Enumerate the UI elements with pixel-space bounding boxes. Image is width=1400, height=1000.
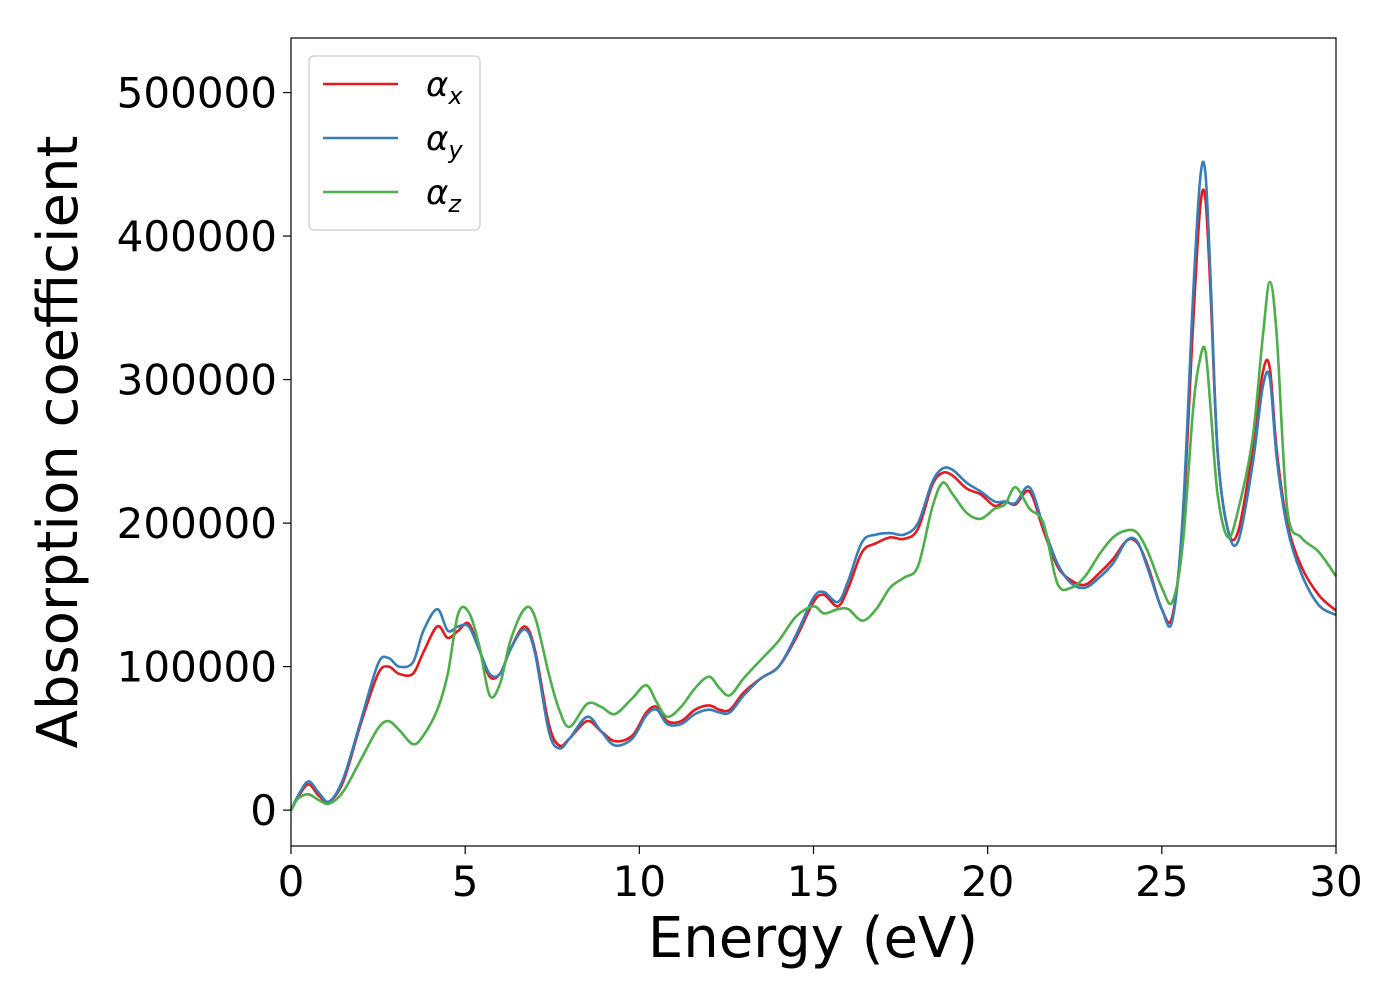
legend: αx αy αz bbox=[308, 55, 481, 231]
series-line-alpha-x bbox=[289, 188, 1337, 811]
x-tick-label: 20 bbox=[961, 857, 1014, 906]
y-tick-label: 300000 bbox=[117, 356, 277, 405]
x-tick-label: 30 bbox=[1309, 857, 1362, 906]
x-tick-label: 25 bbox=[1135, 857, 1188, 906]
x-axis-label: Energy (eV) bbox=[648, 906, 978, 971]
legend-box bbox=[308, 55, 481, 231]
series-layer bbox=[289, 160, 1338, 811]
legend-label-alpha-y: αy bbox=[426, 119, 463, 164]
x-tick-label: 0 bbox=[278, 857, 305, 906]
legend-label-alpha-x: αx bbox=[426, 65, 463, 110]
legend-label-alpha-z: αz bbox=[426, 173, 462, 218]
x-tick-label: 15 bbox=[787, 857, 840, 906]
series-line-alpha-y bbox=[289, 160, 1337, 811]
y-tick-label: 200000 bbox=[117, 499, 277, 548]
y-axis-label: Absorption coefficient bbox=[26, 136, 91, 749]
y-tick-label: 500000 bbox=[117, 69, 277, 118]
x-axis-ticks: 0 5 10 15 20 25 30 bbox=[278, 846, 1363, 906]
y-tick-label: 0 bbox=[250, 786, 277, 835]
y-tick-label: 400000 bbox=[117, 212, 277, 261]
series-line-alpha-z bbox=[289, 280, 1338, 811]
plot-frame bbox=[290, 37, 1337, 847]
y-axis-ticks: 0 100000 200000 300000 400000 500000 bbox=[117, 69, 291, 835]
x-tick-label: 10 bbox=[613, 857, 666, 906]
y-tick-label: 100000 bbox=[117, 643, 277, 692]
x-tick-label: 5 bbox=[452, 857, 479, 906]
